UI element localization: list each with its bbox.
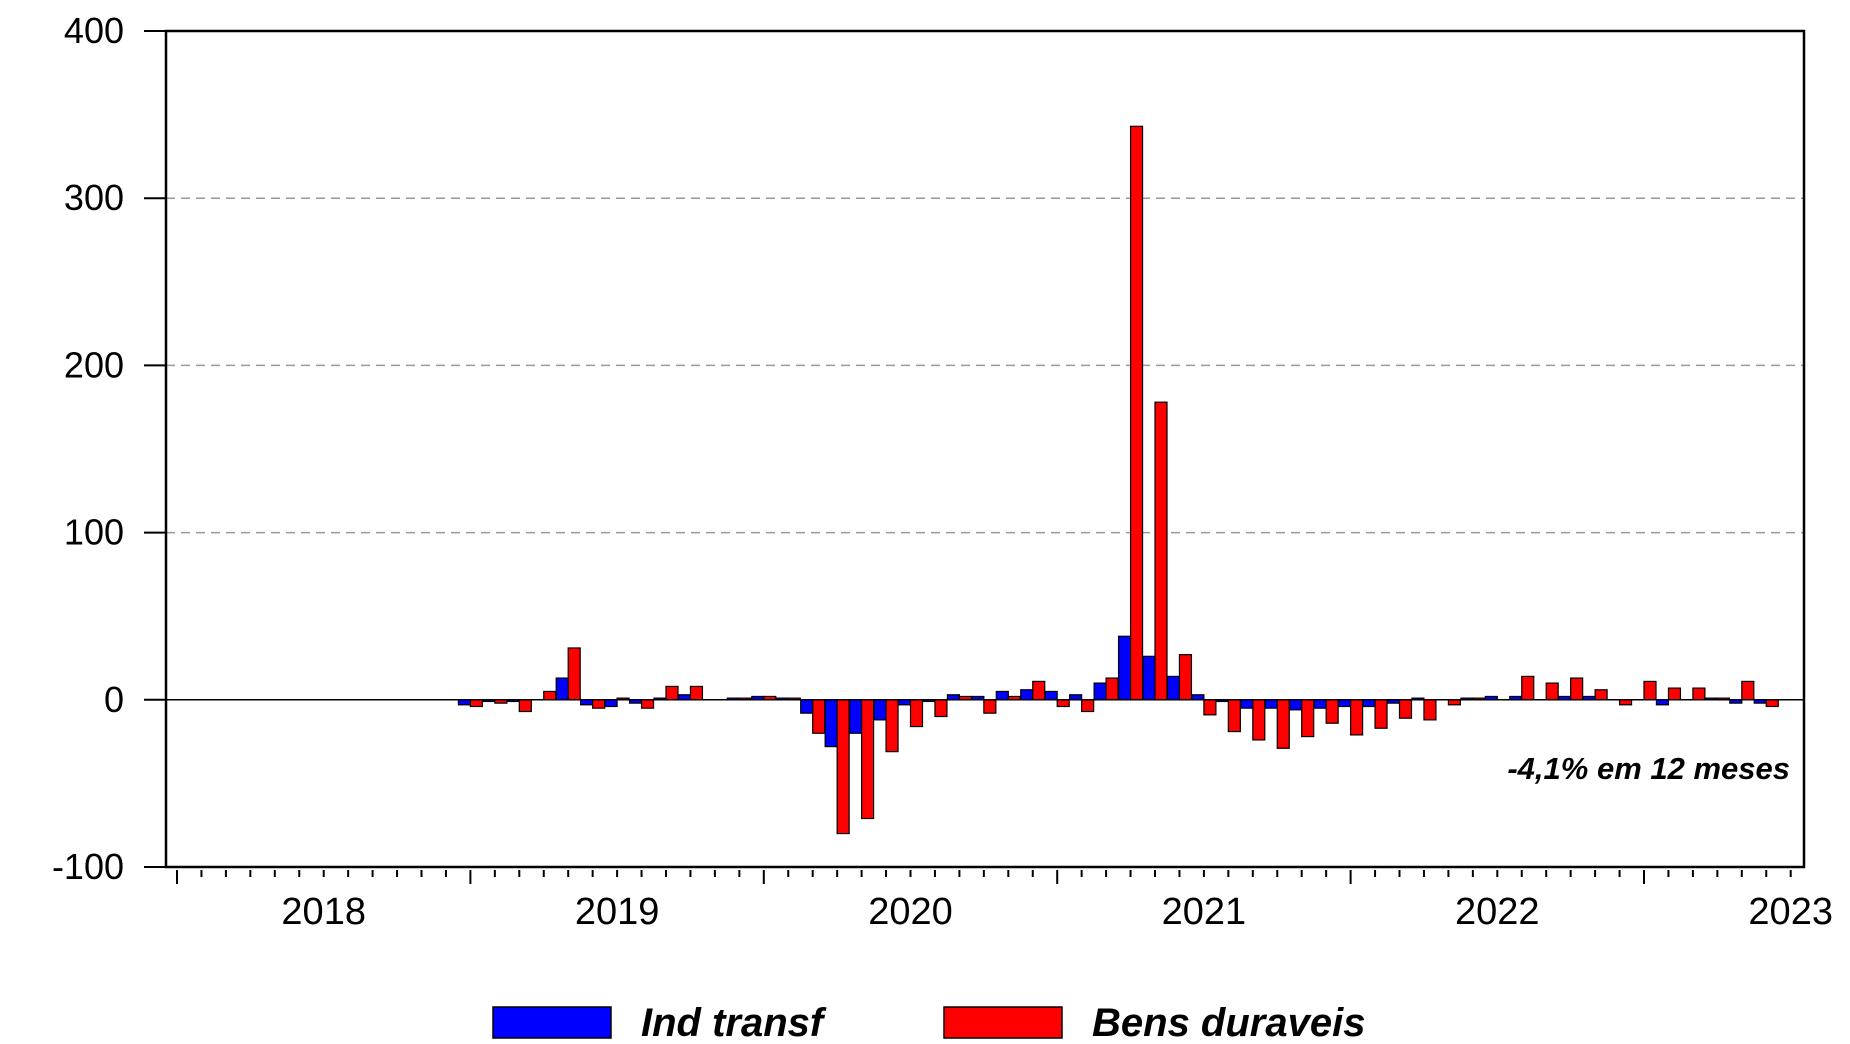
- bar: [640, 699, 655, 709]
- bar: [1349, 699, 1364, 736]
- bar: [1765, 699, 1779, 708]
- bar: [1252, 699, 1266, 741]
- bar: [1447, 699, 1462, 706]
- bar: [1154, 401, 1168, 701]
- bar: [1545, 682, 1559, 701]
- x-tick-label: 2020: [868, 891, 953, 933]
- legend-swatch: [943, 1006, 1063, 1039]
- bar: [1521, 675, 1535, 701]
- bar: [689, 685, 704, 701]
- bar: [1692, 687, 1706, 701]
- annotation: -4,1% em 12 meses: [1507, 751, 1790, 786]
- bar: [1337, 699, 1352, 708]
- bar: [1093, 682, 1107, 701]
- plot-frame: [164, 29, 1806, 869]
- bar: [1227, 699, 1241, 733]
- bar: [677, 694, 692, 701]
- bar: [1313, 699, 1327, 709]
- x-tick-label: 2021: [1162, 891, 1247, 933]
- bar: [1178, 654, 1193, 701]
- bar: [1020, 689, 1034, 701]
- bar: [665, 685, 679, 701]
- x-tick-label: 2023: [1748, 891, 1833, 933]
- bar: [567, 647, 581, 701]
- bar: [1667, 687, 1682, 701]
- bar: [897, 699, 912, 706]
- bar: [1117, 635, 1132, 701]
- bar: [518, 699, 532, 713]
- bar: [1166, 675, 1181, 701]
- bar: [848, 699, 863, 734]
- bar: [604, 699, 618, 708]
- bar: [1289, 699, 1303, 711]
- bar: [457, 699, 471, 706]
- bar: [592, 699, 606, 709]
- bar: [1423, 699, 1437, 721]
- bar: [1191, 694, 1205, 701]
- bar: [909, 699, 924, 728]
- y-tick-label: 100: [64, 512, 124, 553]
- bar: [934, 699, 948, 718]
- bar: [812, 699, 826, 734]
- bar: [1618, 699, 1633, 706]
- bar: [1264, 699, 1278, 709]
- bar: [1056, 699, 1070, 708]
- bar: [1129, 125, 1144, 701]
- legend-label: Bens duraveis: [1092, 1001, 1365, 1039]
- bar: [1594, 689, 1608, 701]
- bar: [1325, 699, 1339, 724]
- bar: [824, 699, 838, 748]
- bar: [1741, 680, 1755, 701]
- bar: [555, 677, 569, 701]
- bar: [836, 699, 850, 835]
- bar: [1069, 694, 1083, 701]
- bar: [1374, 699, 1388, 729]
- bar: [946, 694, 961, 701]
- bar: [1105, 677, 1119, 701]
- bar: [860, 699, 875, 820]
- bar: [800, 699, 814, 714]
- legend-label: Ind transf: [641, 1001, 827, 1039]
- x-tick-label: 2018: [281, 891, 366, 933]
- bar: [1570, 677, 1584, 701]
- bar: [873, 699, 887, 721]
- x-tick-label: 2019: [575, 891, 660, 933]
- bar: [983, 699, 997, 714]
- bar: [1142, 655, 1156, 701]
- bar: [885, 699, 899, 753]
- y-tick-label: 300: [64, 177, 124, 218]
- legend-swatch: [492, 1006, 612, 1039]
- bar: [1655, 699, 1670, 706]
- y-tick-label: 200: [64, 344, 124, 385]
- bar: [543, 690, 557, 701]
- bar: [1276, 699, 1290, 749]
- bar: [1362, 699, 1376, 708]
- y-tick-label: 400: [64, 10, 124, 51]
- y-tick-label: 0: [104, 679, 124, 720]
- bar: [1240, 699, 1254, 709]
- bar: [469, 699, 483, 708]
- bar: [1643, 680, 1657, 701]
- bar: [1398, 699, 1413, 719]
- bar: [1044, 690, 1058, 701]
- bar: [1081, 699, 1095, 713]
- bar: [1301, 699, 1315, 738]
- bar: [1203, 699, 1217, 716]
- x-tick-label: 2022: [1455, 891, 1540, 933]
- bar: [580, 699, 594, 706]
- bar: [1032, 680, 1046, 701]
- bar: [995, 690, 1009, 701]
- y-tick-label: -100: [52, 846, 124, 887]
